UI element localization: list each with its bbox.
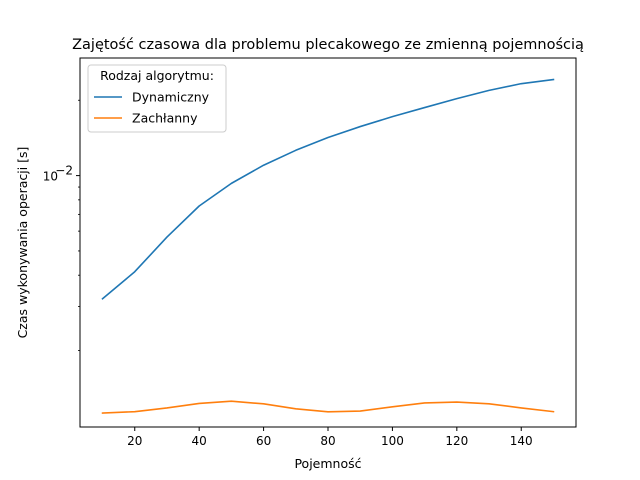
x-tick-label: 140 — [510, 434, 533, 448]
plot-area — [101, 78, 555, 414]
x-tick-label: 100 — [381, 434, 404, 448]
chart-title: Zajętość czasowa dla problemu plecakoweg… — [72, 37, 584, 53]
legend-entry-label: Dynamiczny — [132, 90, 210, 105]
x-tick-label: 40 — [192, 434, 207, 448]
x-tick-label: 80 — [320, 434, 335, 448]
legend-entry-label: Zachłanny — [132, 111, 198, 126]
y-tick-label: 10 — [43, 170, 58, 184]
x-tick-label: 60 — [256, 434, 271, 448]
x-axis-label: Pojemność — [294, 456, 361, 471]
legend: Rodzaj algorytmu: Dynamiczny Zachłanny — [87, 64, 227, 133]
legend-box — [87, 64, 227, 133]
x-tick-label: 120 — [445, 434, 468, 448]
y-tick-exponent: −2 — [55, 164, 73, 178]
legend-title: Rodzaj algorytmu: — [100, 68, 214, 83]
y-axis-label: Czas wykonywania operacji [s] — [15, 147, 30, 339]
x-tick-label: 20 — [127, 434, 142, 448]
y-axis: 10−2 — [43, 99, 80, 351]
x-axis: 20 40 60 80 100 120 140 — [127, 427, 533, 448]
